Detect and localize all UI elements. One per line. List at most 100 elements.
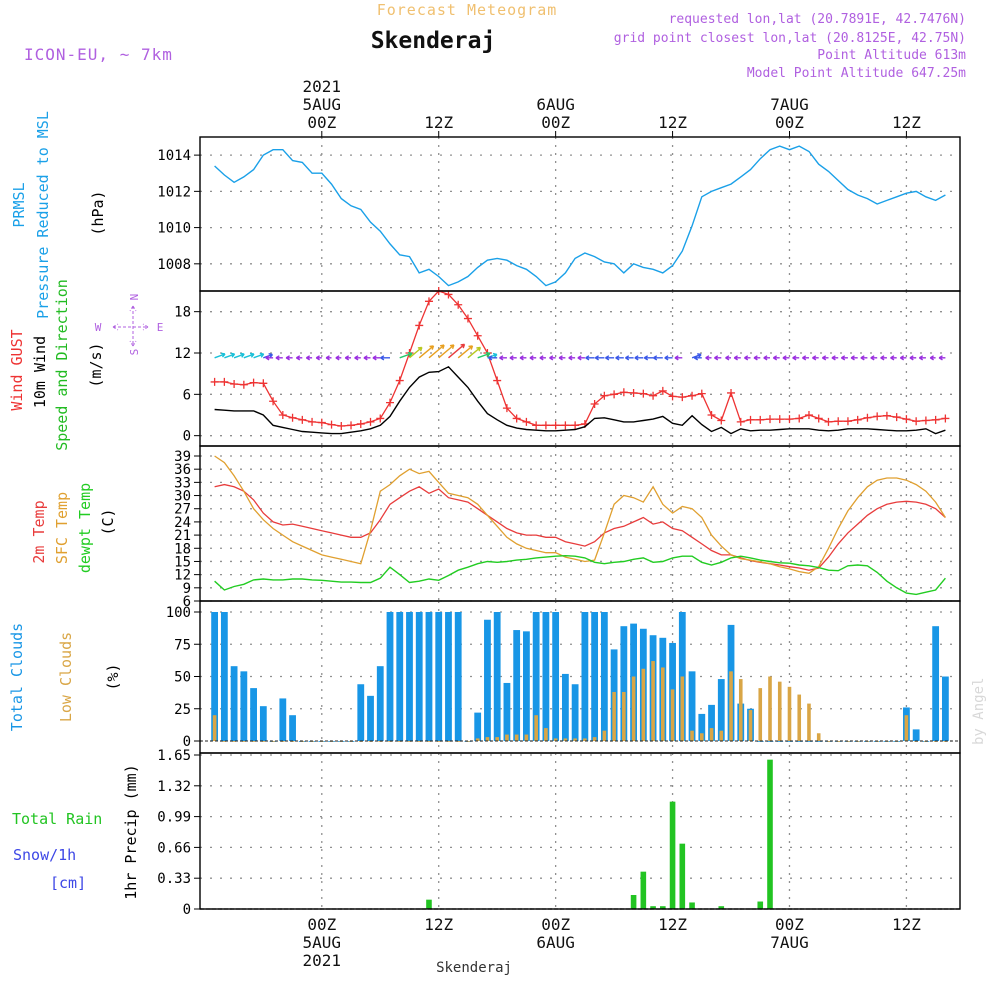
- sfc-temp-label: SFC Temp: [53, 492, 71, 564]
- total-clouds-label: Total Clouds: [8, 623, 26, 731]
- low-cloud-bar: [271, 741, 275, 742]
- gust-marker: [386, 398, 394, 407]
- total-cloud-bar: [435, 612, 443, 741]
- total-cloud-bar: [523, 631, 530, 741]
- gust-marker: [210, 377, 219, 386]
- gust-marker: [220, 377, 229, 386]
- low-cloud-bar: [602, 730, 607, 741]
- top-time-label: 00Z: [307, 113, 336, 132]
- gust-marker: [795, 414, 804, 423]
- low-cloud-bar: [212, 715, 217, 741]
- total-cloud-bar: [220, 612, 228, 741]
- wind-direction-arrow: [243, 352, 255, 359]
- panel-frame: [199, 752, 961, 910]
- low-cloud-bar: [661, 667, 665, 741]
- top-time-label: 7AUG: [770, 95, 809, 114]
- precip-unit: 1hr Precip (mm): [122, 764, 140, 899]
- wind-label: 10m Wind: [31, 336, 49, 408]
- wind-direction-arrow: [214, 352, 226, 359]
- low-cloud-bar: [397, 741, 402, 742]
- wind-direction-arrow: [568, 355, 576, 361]
- low-cloud-bar: [573, 738, 577, 741]
- top-time-label: 00Z: [541, 113, 570, 132]
- wind-direction-arrow: [499, 355, 507, 361]
- wind-direction-arrow: [399, 351, 413, 359]
- point-altitude: Point Altitude 613m: [817, 48, 966, 63]
- total-cloud-bar: [493, 612, 501, 741]
- wind-direction-arrow: [705, 355, 712, 361]
- wind-direction-arrow: [363, 355, 371, 361]
- low-cloud-bar: [797, 694, 802, 741]
- wind-direction-arrow: [880, 355, 887, 361]
- pressure-label-2: Pressure Reduced to MSL: [34, 111, 52, 319]
- gust-marker: [551, 421, 560, 430]
- top-time-label: 00Z: [775, 113, 804, 132]
- gust-marker: [668, 392, 677, 401]
- total-cloud-bar: [600, 612, 608, 741]
- gust-marker: [502, 404, 511, 413]
- total-cloud-bar: [542, 612, 550, 741]
- wind-direction-arrow: [918, 355, 926, 361]
- gust-marker: [376, 414, 385, 423]
- ytick-label: 100: [166, 605, 191, 621]
- total-cloud-bar: [805, 741, 813, 742]
- low-cloud-bar: [641, 668, 646, 741]
- ytick-label: 18: [174, 541, 191, 557]
- wind-direction-arrow: [558, 355, 566, 361]
- gust-marker: [658, 386, 667, 395]
- total-cloud-bar: [571, 684, 579, 741]
- ytick-label: 12: [174, 568, 191, 584]
- wind-direction-arrow: [253, 352, 265, 359]
- wind-direction-arrow: [477, 351, 491, 359]
- station-name: Skenderaj: [371, 28, 496, 54]
- total-cloud-bar: [561, 673, 569, 741]
- low-cloud-bar: [261, 741, 266, 742]
- wind-direction-arrow: [409, 346, 423, 359]
- ytick-label: 0.66: [157, 840, 191, 856]
- low-cloud-bar: [485, 737, 490, 741]
- temp-2m-line: [214, 483, 946, 571]
- ytick-label: 39: [174, 449, 191, 465]
- bottom-time-label: 12Z: [424, 915, 453, 934]
- gust-marker: [308, 417, 317, 426]
- ytick-label: 1008: [157, 257, 191, 273]
- gust-marker: [678, 393, 687, 402]
- ytick-label: 75: [174, 637, 191, 653]
- wind-direction-arrow: [418, 345, 435, 359]
- wind-direction-arrow: [860, 355, 868, 361]
- total-cloud-bar: [279, 698, 287, 741]
- wind-direction-arrow: [467, 346, 482, 359]
- gust-marker: [278, 411, 287, 419]
- rain-bar: [679, 843, 686, 909]
- wind-direction-arrow: [265, 355, 274, 361]
- ytick-label: 6: [183, 594, 191, 610]
- low-cloud-bar: [816, 733, 821, 741]
- gust-marker: [756, 415, 765, 424]
- rain-bar: [718, 906, 725, 909]
- low-cloud-bar: [758, 688, 763, 741]
- bottom-time-label: 12Z: [658, 915, 687, 934]
- low-cloud-bar: [232, 741, 236, 742]
- gust-marker: [473, 331, 482, 340]
- wind-direction-arrow: [519, 355, 527, 361]
- gust-marker: [347, 421, 356, 430]
- ytick-label: 30: [174, 489, 191, 505]
- low-cloud-bar: [505, 734, 509, 741]
- low-cloud-bar: [670, 689, 675, 741]
- gust-marker: [727, 388, 736, 397]
- gust-marker: [834, 417, 843, 426]
- wind-direction-arrow: [539, 355, 546, 361]
- total-cloud-bar: [815, 741, 823, 742]
- total-cloud-bar: [591, 612, 599, 741]
- gust-marker: [541, 421, 550, 430]
- wind-direction-arrow: [821, 355, 829, 361]
- low-cloud-bar: [495, 737, 499, 741]
- gust-marker: [356, 419, 365, 428]
- rain-bar: [767, 759, 773, 909]
- gust-line: [214, 290, 946, 427]
- low-cloud-bar: [456, 741, 461, 742]
- gust-marker: [415, 321, 424, 330]
